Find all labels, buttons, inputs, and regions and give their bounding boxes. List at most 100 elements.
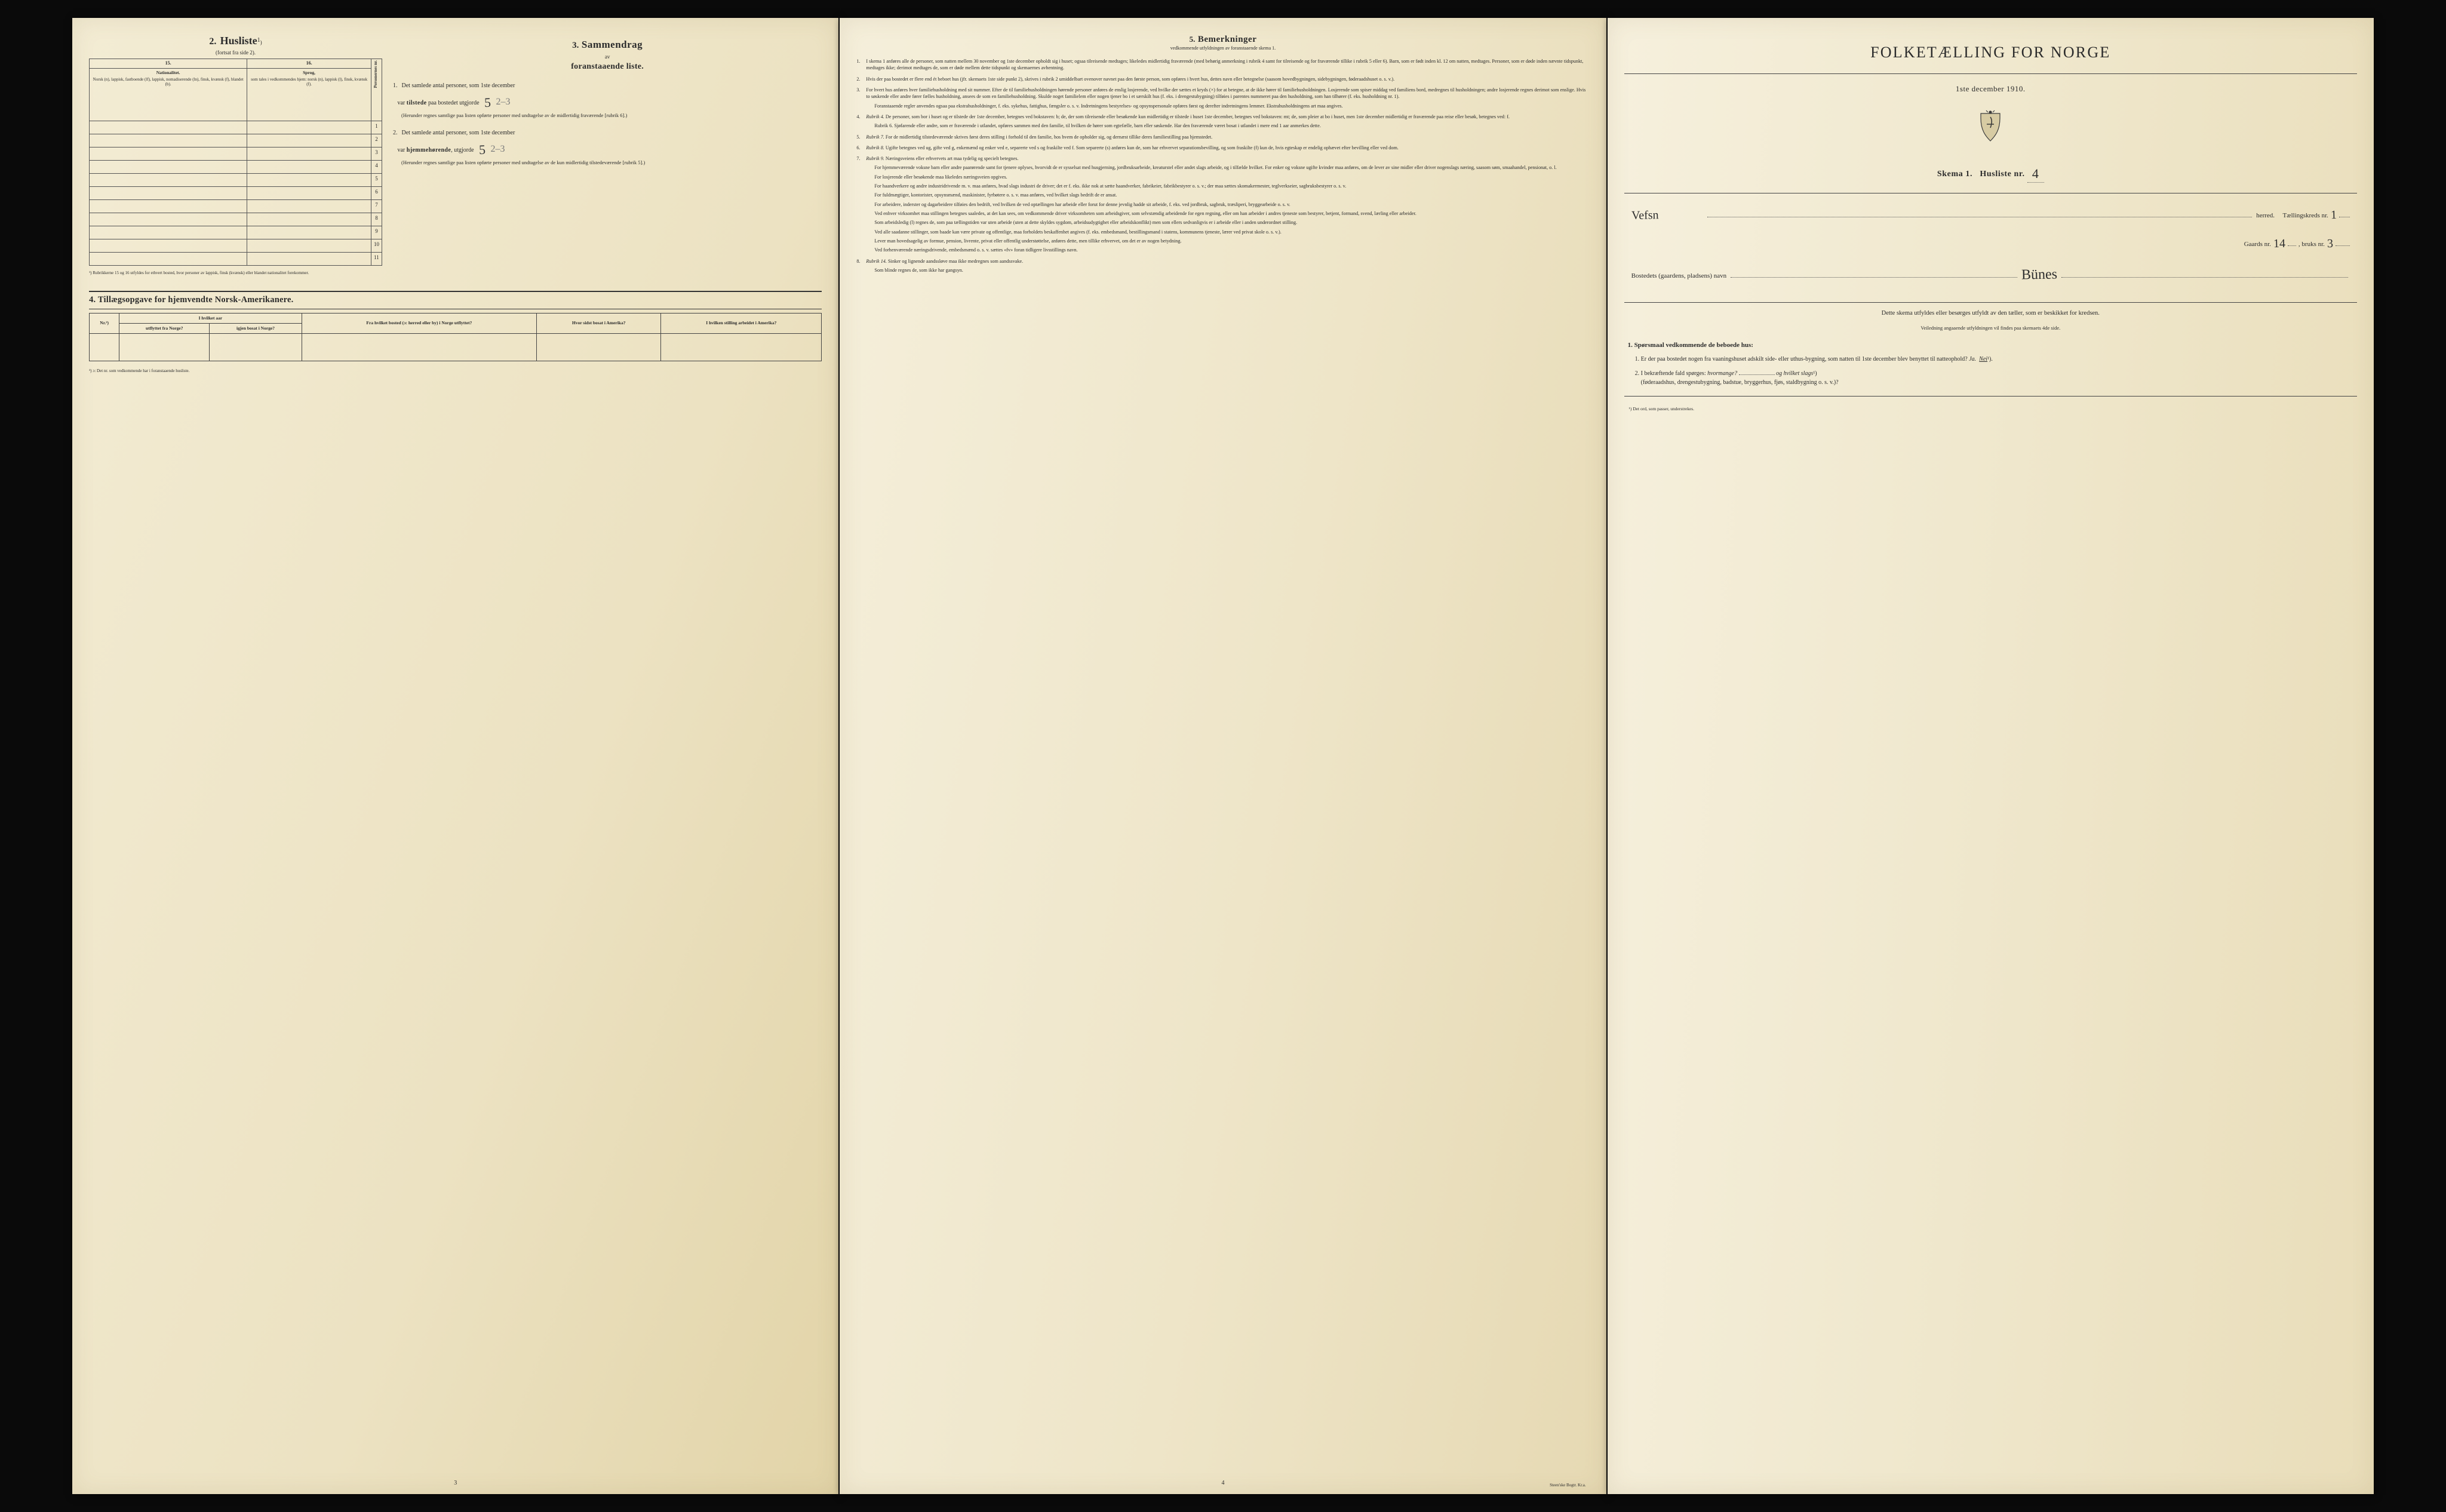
row-num: 2 bbox=[371, 134, 382, 147]
col-16-body: som tales i vedkommendes hjem: norsk (n)… bbox=[249, 77, 369, 87]
row-num: 9 bbox=[371, 226, 382, 239]
item1-paren: (Herunder regnes samtlige paa listen opf… bbox=[393, 112, 822, 119]
section-2-number: 2. bbox=[209, 35, 216, 48]
census-title: FOLKETÆLLING FOR NORGE bbox=[1624, 42, 2357, 63]
q2-paren: (føderaadshus, drengestubygning, badstue… bbox=[1641, 379, 1839, 386]
skema-line: Skema 1. Husliste nr. 4 bbox=[1624, 163, 2357, 182]
question-2: I bekræftende fald spørges: hvormange? o… bbox=[1641, 369, 2353, 388]
col-amerika: Hvor sidst bosat i Amerika? bbox=[537, 313, 661, 333]
section-4: 4. Tillægsopgave for hjemvendte Norsk-Am… bbox=[89, 291, 822, 374]
section-4-footnote: ²) ɔ: Det nr. som vedkommende har i fora… bbox=[89, 368, 822, 374]
item2-hjemme: hjemmehørende bbox=[407, 147, 451, 153]
section-3-number: 3. bbox=[572, 41, 579, 50]
husliste-table: 15. 16. Personernes nr. Nationalitet. No… bbox=[89, 59, 382, 266]
col-15-title: Nationalitet. bbox=[91, 70, 245, 76]
item1-rest: paa bostedet utgjorde bbox=[427, 100, 480, 106]
remark-7-rubrik: Rubrik 9. bbox=[866, 156, 884, 161]
divider-3 bbox=[1624, 396, 2357, 397]
bosted-label: Bostedets (gaardens, pladsens) navn bbox=[1631, 268, 1726, 284]
coat-of-arms-icon bbox=[1624, 110, 2357, 145]
remark-8-text: Sinker og lignende aandssløve maa ikke m… bbox=[888, 259, 1023, 264]
remark-8-extra: Som blinde regnes de, som ikke har gangs… bbox=[866, 267, 1589, 273]
q2-hvormange: hvormange? bbox=[1707, 370, 1737, 377]
section-2-heading: 2. Husliste1) (fortsat fra side 2). bbox=[89, 33, 382, 56]
item2-num: 2. bbox=[393, 128, 400, 137]
remark-7-p0: For hjemmeværende voksne barn eller andr… bbox=[866, 164, 1589, 171]
q1-sup: ¹). bbox=[1987, 356, 1993, 362]
remark-7: Rubrik 9. Næringsveiens eller erhvervets… bbox=[856, 155, 1589, 253]
herred-label: herred. bbox=[2256, 208, 2275, 223]
question-1: Er der paa bostedet nogen fra vaaningshu… bbox=[1641, 355, 2353, 364]
section-2-title: Husliste bbox=[220, 35, 257, 47]
location-fields: Vefsn herred. Tællingskreds nr. 1 Gaards… bbox=[1624, 199, 2357, 291]
remark-6: Rubrik 8. Ugifte betegnes ved ug, gifte … bbox=[856, 145, 1589, 151]
husliste-nr-label: Husliste nr. bbox=[1980, 170, 2024, 179]
printer-imprint: Steen'ske Bogtr. Kr.a. bbox=[1550, 1483, 1586, 1488]
col-stilling: I hvilken stilling arbeidet i Amerika? bbox=[661, 313, 822, 333]
page-number-4: 4 bbox=[1222, 1479, 1225, 1488]
q2-sup: ¹) bbox=[1813, 370, 1817, 377]
section-3-av: av bbox=[393, 53, 822, 60]
remark-7-p3: For fuldmægtiger, kontorister, opsynsmæn… bbox=[866, 192, 1589, 198]
remark-7-p8: Lever man hovedsagelig av formue, pensio… bbox=[866, 238, 1589, 244]
section-2-paren: ) bbox=[260, 39, 262, 45]
instruction-1: Dette skema utfyldes eller besørges utfy… bbox=[1628, 309, 2353, 318]
remark-4-extra: Rubrik 6. Sjøfarende eller andre, som er… bbox=[866, 122, 1589, 129]
footnote-text: ¹) Det ord, som passer, understrekes. bbox=[1629, 406, 1694, 411]
col-15-header: Nationalitet. Norsk (n), lappisk, fastbo… bbox=[90, 68, 247, 121]
instructions: Dette skema utfyldes eller besørges utfy… bbox=[1624, 309, 2357, 388]
skema-1: Skema 1. bbox=[1937, 170, 1972, 179]
gaards-value: 14 bbox=[2273, 229, 2286, 258]
col-nr: Nr.²) bbox=[90, 313, 119, 333]
bosted-value: Bünes bbox=[2021, 258, 2058, 293]
item1-handwritten: 5 bbox=[484, 93, 491, 112]
item1-handwritten-2: 2–3 bbox=[496, 95, 511, 109]
bruks-label: , bruks nr. bbox=[2298, 236, 2325, 252]
summary-item-1: 1. Det samlede antal personer, som 1ste … bbox=[393, 81, 822, 119]
item1-line1: Det samlede antal personer, som 1ste dec… bbox=[401, 82, 515, 89]
remark-7-p1: For losjerende eller besøkende maa likel… bbox=[866, 174, 1589, 180]
section-5-heading: 5. Bemerkninger vedkommende utfyldningen… bbox=[856, 33, 1589, 52]
section-3-heading: 3. Sammendrag av foranstaaende liste. bbox=[393, 38, 822, 73]
item2-line1: Det samlede antal personer, som 1ste dec… bbox=[401, 130, 515, 136]
remark-3: For hvert hus anføres hver familiehushol… bbox=[856, 87, 1589, 109]
page-right: FOLKETÆLLING FOR NORGE 1ste december 191… bbox=[1608, 18, 2374, 1494]
section-3-subtitle: foranstaaende liste. bbox=[393, 62, 822, 73]
remark-4-rubrik: Rubrik 4. bbox=[866, 114, 884, 119]
col-personernes: Personernes nr. bbox=[373, 60, 379, 88]
remark-2: Hvis der paa bostedet er flere end ét be… bbox=[856, 76, 1589, 82]
remark-5-rubrik: Rubrik 7. bbox=[866, 134, 884, 140]
q1-nei: Nei bbox=[1979, 356, 1987, 362]
row-num: 10 bbox=[371, 239, 382, 252]
remark-3-text: For hvert hus anføres hver familiehushol… bbox=[866, 87, 1589, 100]
remark-1-text: I skema 1 anføres alle de personer, som … bbox=[866, 59, 1583, 70]
remark-1: I skema 1 anføres alle de personer, som … bbox=[856, 58, 1589, 72]
item2-var: var bbox=[397, 147, 406, 153]
amerikanere-table: Nr.²) I hvilket aar Fra hvilket bosted (… bbox=[89, 313, 822, 361]
row-num: 7 bbox=[371, 199, 382, 213]
row-num: 4 bbox=[371, 160, 382, 173]
section-4-heading: 4. Tillægsopgave for hjemvendte Norsk-Am… bbox=[89, 291, 822, 309]
page-left: 2. Husliste1) (fortsat fra side 2). 15. … bbox=[72, 18, 838, 1494]
gaards-label: Gaards nr. bbox=[2244, 236, 2271, 252]
col-16-title: Sprog, bbox=[249, 70, 369, 76]
col-aar-a: utflyttet fra Norge? bbox=[119, 323, 210, 333]
tkreds-value: 1 bbox=[2331, 201, 2337, 229]
title-rule bbox=[1624, 73, 2357, 74]
remark-7-p7: Ved alle saadanne stillinger, som baade … bbox=[866, 229, 1589, 235]
item2-handwritten-2: 2–3 bbox=[491, 142, 505, 156]
summary-item-2: 2. Det samlede antal personer, som 1ste … bbox=[393, 128, 822, 166]
row-num: 8 bbox=[371, 213, 382, 226]
remark-4: Rubrik 4. De personer, som bor i huset o… bbox=[856, 113, 1589, 130]
section-5-title: Bemerkninger bbox=[1198, 35, 1256, 44]
row-num: 6 bbox=[371, 186, 382, 199]
q1-text: Er der paa bostedet nogen fra vaaningshu… bbox=[1641, 356, 1969, 362]
item1-var: var bbox=[397, 100, 406, 106]
page3-footnote: ¹) Det ord, som passer, understrekes. bbox=[1624, 406, 2357, 412]
remark-2-text: Hvis der paa bostedet er flere end ét be… bbox=[866, 76, 1394, 82]
item2-paren: (Herunder regnes samtlige paa listen opf… bbox=[393, 159, 822, 166]
item2-handwritten: 5 bbox=[478, 140, 485, 159]
item1-num: 1. bbox=[393, 81, 400, 90]
three-page-spread: 2. Husliste1) (fortsat fra side 2). 15. … bbox=[72, 18, 2374, 1494]
q2-hvilket: og hvilket slags bbox=[1776, 370, 1813, 377]
